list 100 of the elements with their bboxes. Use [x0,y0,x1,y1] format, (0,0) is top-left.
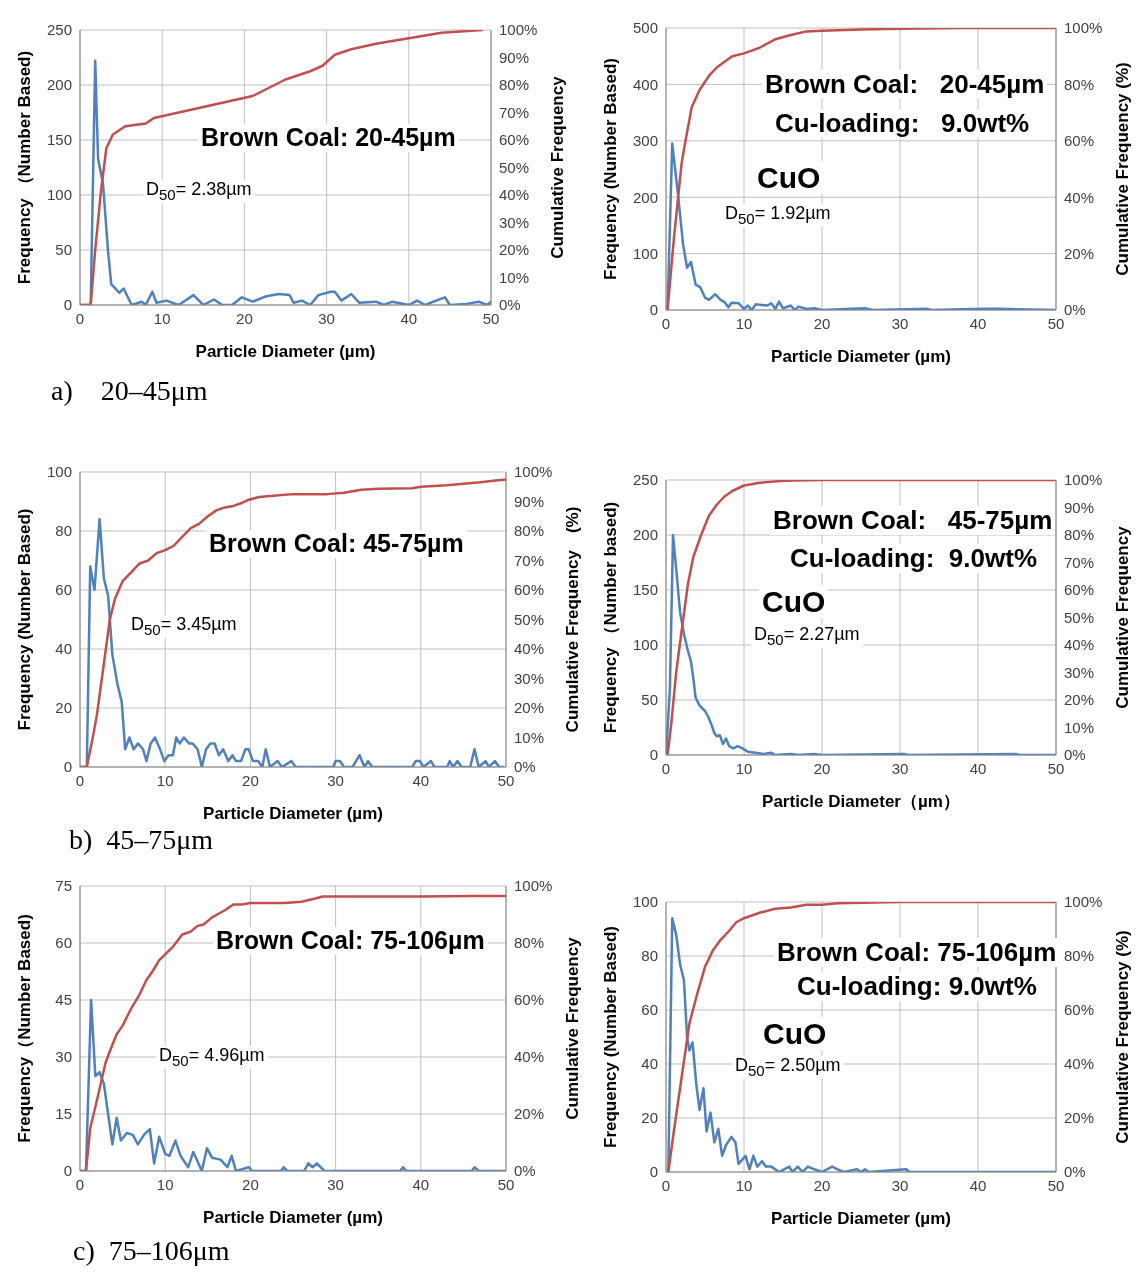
y2-tick-label: 40% [499,186,530,204]
y-tick-label: 80 [55,522,72,540]
y2-tick-label: 100% [1064,19,1103,37]
y2-tick-label: 80% [499,76,530,94]
x-tick-label: 0 [661,759,671,777]
x-tick-label: 20 [242,1175,259,1193]
y2-tick-label: 90% [514,492,545,510]
x-axis-title: Particle Diameter (µm) [771,347,951,366]
x-axis-title: Particle Diameter (µm) [203,804,383,823]
annotation: D$_{50}$= 2.50µm [732,1055,844,1080]
y-tick-label: 150 [46,131,72,149]
y-tick-label: 50 [55,241,72,259]
y2-tick-label: 40% [514,640,545,658]
y2-tick-label: 20% [499,241,530,259]
y2-tick-label: 20% [514,699,545,717]
y2-tick-label: 0% [1064,746,1086,764]
y2-tick-label: 20% [514,1105,545,1123]
y-tick-label: 250 [46,21,72,39]
x-tick-label: 40 [969,1176,987,1194]
y-tick-label: 0 [649,1163,658,1181]
annotation: D$_{50}$= 3.45µm [128,614,240,639]
x-tick-label: 50 [482,309,500,327]
x-tick-label: 30 [318,309,335,327]
x-tick-label: 10 [156,771,174,789]
y-tick-label: 75 [55,877,72,895]
y2-tick-label: 50% [514,610,545,628]
y2-tick-label: 20% [1064,1109,1095,1127]
y-tick-label: 20 [641,1109,658,1127]
x-tick-label: 30 [327,1175,344,1193]
x-tick-label: 20 [813,1176,831,1194]
y-tick-label: 60 [55,581,72,599]
y2-tick-label: 90% [1064,498,1095,516]
y-tick-label: 80 [641,947,658,965]
y2-axis-title: Cumulative Frequency (%) [563,506,583,733]
y2-tick-label: 60% [1064,1001,1095,1019]
y2-tick-label: 40% [514,1048,545,1066]
x-tick-label: 50 [497,771,515,789]
y-tick-label: 0 [63,296,72,314]
text: Brown Coal: 45-75µm [770,505,1056,535]
y2-tick-label: 100% [1064,893,1103,911]
y2-tick-label: 100% [514,877,553,895]
text: Brown Coal: 20-45µm [762,69,1048,99]
x-tick-label: 10 [735,314,753,332]
y2-tick-label: 20% [1064,244,1095,262]
text: c) 75–106μm [72,1235,231,1267]
y-tick-label: 50 [641,691,658,709]
x-tick-label: 0 [75,771,85,789]
annotation: D$_{50}$= 4.96µm [156,1045,268,1070]
y2-tick-label: 60% [514,991,545,1009]
annotation: CuO [759,585,829,618]
text: Cu-loading: 9.0wt% [772,108,1033,138]
x-tick-label: 40 [412,771,430,789]
y2-tick-label: 100% [514,463,553,481]
annotation: D$_{50}$= 2.38µm [143,179,255,204]
y-axis-title: Frequency (Number Based) [15,508,35,731]
x-tick-label: 0 [75,1175,85,1193]
y2-tick-label: 0% [514,758,536,776]
y2-tick-label: 70% [514,551,545,569]
y2-tick-label: 0% [1064,1163,1086,1181]
y-tick-label: 30 [55,1048,72,1066]
text: Cu-loading: 9.0wt% [787,543,1040,573]
y-tick-label: 100 [632,893,658,911]
x-tick-label: 30 [327,771,344,789]
y-tick-label: 100 [632,244,658,262]
y2-axis-title: Cumulative Frequency [1113,525,1133,709]
y2-tick-label: 10% [499,268,530,286]
y2-tick-label: 70% [1064,553,1095,571]
y-axis-title: Frequency （Number Based) [15,50,35,285]
x-tick-label: 40 [969,314,987,332]
x-tick-label: 10 [735,759,753,777]
y2-tick-label: 80% [1064,526,1095,544]
y2-axis-title: Cumulative Frequency [548,75,568,259]
text: b) 45–75μm [68,824,215,856]
y2-tick-label: 60% [514,581,545,599]
y2-tick-label: 30% [514,669,545,687]
y-tick-label: 60 [641,1001,658,1019]
y2-tick-label: 100% [499,21,538,39]
y-tick-label: 200 [46,76,72,94]
y2-tick-label: 60% [499,131,530,149]
y2-tick-label: 60% [1064,132,1095,150]
x-tick-label: 20 [242,771,259,789]
x-axis-title: Particle Diameter (µm) [203,1208,383,1227]
y2-tick-label: 100% [1064,471,1103,489]
x-tick-label: 30 [891,759,909,777]
y-axis-title: Frequency (Number Based) [601,58,621,280]
y-tick-label: 40 [641,1055,658,1073]
y-tick-label: 200 [632,526,658,544]
y2-tick-label: 20% [1064,691,1095,709]
x-tick-label: 40 [400,309,418,327]
line-series [666,480,1056,755]
y2-tick-label: 10% [1064,718,1095,736]
y2-tick-label: 50% [499,158,530,176]
y-tick-label: 45 [55,991,72,1009]
x-tick-label: 10 [153,309,171,327]
y-axis-title: Frequency (Number Based) [601,926,621,1148]
y2-tick-label: 80% [514,934,545,952]
y2-tick-label: 80% [514,522,545,540]
y-axis-title: Frequency（Number Based) [15,914,35,1143]
y2-axis-title: Cumulative Frequency [563,936,583,1120]
y2-tick-label: 90% [499,48,530,66]
